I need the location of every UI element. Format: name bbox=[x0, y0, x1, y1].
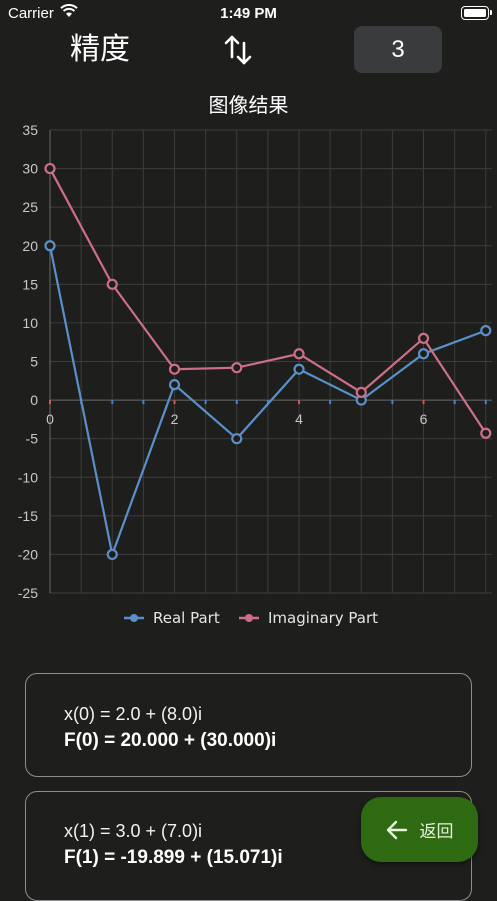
chart-title: 图像结果 bbox=[208, 93, 289, 117]
output-value: F(1) = -19.899 + (15.071)i bbox=[64, 847, 283, 868]
back-button[interactable]: 返回 bbox=[361, 797, 478, 862]
output-value: F(0) = 20.000 + (30.000)i bbox=[64, 730, 277, 751]
data-point bbox=[293, 363, 305, 375]
wifi-icon bbox=[60, 4, 78, 17]
input-value: x(1) = 3.0 + (7.0)i bbox=[64, 821, 203, 841]
legend-swatch-dot bbox=[245, 614, 253, 622]
input-value: x(0) = 2.0 + (8.0)i bbox=[64, 704, 203, 724]
y-tick-label: 35 bbox=[22, 122, 38, 138]
y-tick-label: -5 bbox=[26, 431, 39, 447]
y-tick-label: 30 bbox=[22, 161, 38, 177]
precision-label: 精度 bbox=[70, 32, 130, 67]
y-tick-label: 10 bbox=[22, 315, 38, 331]
x-tick-label: 0 bbox=[46, 411, 54, 427]
data-point bbox=[106, 548, 118, 561]
data-point bbox=[355, 386, 367, 398]
data-point bbox=[44, 162, 56, 175]
data-point bbox=[168, 379, 181, 391]
result-card: x(0) = 2.0 + (8.0)i F(0) = 20.000 + (30.… bbox=[25, 673, 472, 777]
arrow-left-icon bbox=[386, 820, 407, 839]
data-point bbox=[168, 363, 181, 375]
data-point bbox=[480, 325, 492, 337]
carrier-label: Carrier bbox=[8, 5, 54, 22]
data-point bbox=[417, 348, 430, 360]
y-tick-label: 15 bbox=[22, 276, 38, 292]
legend-label: Real Part bbox=[153, 609, 220, 627]
data-point bbox=[480, 427, 492, 439]
y-tick-label: 20 bbox=[22, 238, 38, 254]
y-tick-label: -20 bbox=[18, 546, 38, 562]
y-tick-label: 5 bbox=[30, 354, 38, 370]
x-tick-label: 4 bbox=[295, 411, 303, 427]
back-button-label: 返回 bbox=[419, 822, 454, 842]
data-point bbox=[231, 433, 243, 445]
y-tick-label: -15 bbox=[18, 508, 38, 524]
data-point bbox=[231, 362, 243, 374]
data-point bbox=[106, 278, 118, 290]
data-point bbox=[44, 240, 56, 252]
legend-swatch-dot bbox=[130, 614, 138, 622]
precision-input[interactable]: 3 bbox=[354, 26, 442, 73]
y-tick-label: 0 bbox=[30, 392, 38, 408]
series-line bbox=[49, 168, 487, 434]
y-tick-label: -10 bbox=[18, 469, 38, 485]
swap-vert-icon[interactable] bbox=[222, 33, 254, 67]
data-point bbox=[293, 348, 305, 360]
result-chart: 35 30 25 20 15 10 5 0 -5 -10 -15 -20 -25 0 2 4 6 Real Par… bbox=[18, 122, 492, 627]
battery-icon bbox=[461, 6, 492, 20]
legend-label: Imaginary Part bbox=[268, 609, 378, 627]
x-tick-label: 2 bbox=[171, 411, 179, 427]
y-tick-label: -25 bbox=[18, 585, 38, 601]
status-bar: Carrier 1:49 PM bbox=[0, 0, 497, 26]
clock: 1:49 PM bbox=[220, 5, 277, 22]
data-point bbox=[417, 332, 430, 344]
y-tick-label: 25 bbox=[22, 199, 38, 215]
series-line bbox=[48, 245, 487, 559]
x-tick-label: 6 bbox=[420, 411, 428, 427]
